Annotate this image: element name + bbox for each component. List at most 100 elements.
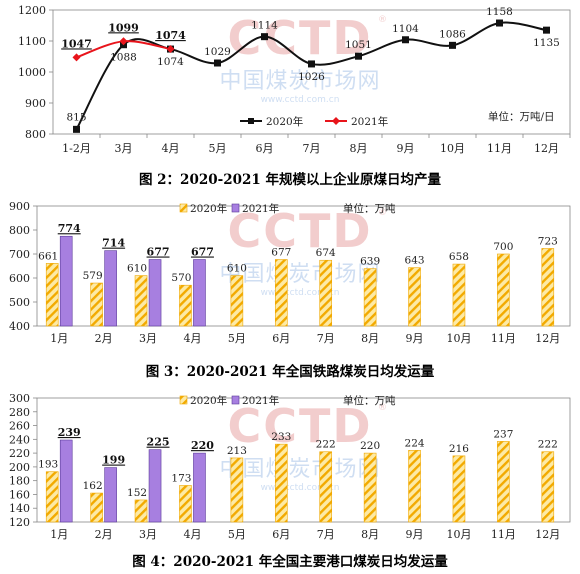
watermark-logo: CCTD: [227, 399, 372, 453]
fig2-data-label-2020: 1135: [533, 37, 560, 49]
figure-4-caption: 图 4：2020-2021 年全国主要港口煤炭日均发运量: [132, 553, 448, 570]
fig2-legend-2020-marker: [248, 118, 254, 124]
watermark-registered: ®: [378, 208, 387, 218]
fig4-bar-2021: [193, 452, 206, 523]
fig2-x-tick-label: 4月: [162, 142, 180, 155]
fig2-data-label-2020: 1104: [392, 23, 419, 35]
fig4-data-label-2020: 213: [227, 445, 247, 457]
fig4-bar-2020: [179, 485, 192, 523]
fig2-point-2020: [402, 36, 409, 44]
fig2-point-2021: [166, 45, 175, 54]
watermark-cn-name: 中国煤炭市场网: [219, 69, 380, 94]
fig2-y-tick-label: 1000: [18, 66, 46, 79]
watermark-logo: CCTD: [227, 204, 372, 258]
fig4-y-tick-label: 220: [9, 447, 30, 460]
fig3-legend-2021-label: 2021年: [242, 202, 279, 215]
fig3-bar-2021: [148, 259, 162, 327]
fig3-data-label-2020: 661: [38, 250, 58, 262]
fig2-legend-2021-label: 2021年: [351, 115, 388, 128]
fig2-x-tick-label: 10月: [440, 142, 465, 155]
fig4-data-label-2020: 222: [316, 439, 336, 451]
figure-3-bar-chart: 400 500 600 700 800 900 CCTD ® 中国煤炭市场网www.cctd.c…: [9, 200, 571, 345]
fig2-point-2020: [449, 41, 456, 49]
fig4-bar-2020: [90, 492, 103, 523]
fig2-point-2020: [496, 19, 503, 27]
fig3-bar-2020: [319, 259, 333, 327]
fig4-bar-2020: [45, 471, 59, 523]
fig4-bar-2021: [104, 467, 117, 523]
watermark-cn-name: 中国煤炭市场网: [219, 457, 380, 482]
fig2-x-tick-label: 5月: [209, 142, 227, 155]
fig3-legend-2020-label: 2020年: [190, 202, 227, 215]
fig4-x-tick-label: 6月: [272, 528, 290, 541]
fig4-x-tick-label: 2月: [95, 528, 113, 541]
fig4-legend-2021-swatch: [231, 395, 240, 405]
fig4-data-label-2021: 220: [191, 439, 214, 452]
fig3-data-label-2020: 579: [83, 270, 103, 282]
fig2-point-2021: [119, 37, 128, 46]
fig4-bar-2020: [408, 450, 421, 523]
watermark-registered: ®: [378, 15, 387, 25]
fig2-legend: 2020年 2021年: [240, 115, 388, 128]
fig2-x-tick-label: 9月: [397, 142, 415, 155]
fig4-bar-2020: [274, 443, 288, 523]
fig4-bar-2021: [148, 449, 162, 523]
watermark-url: www.cctd.com.cn: [261, 95, 340, 105]
fig2-point-2020: [214, 59, 221, 67]
fig2-x-tick-label: 8月: [350, 142, 368, 155]
fig2-y-tick-label: 1100: [18, 35, 46, 48]
fig2-x-tick-label: 7月: [303, 142, 321, 155]
fig4-x-tick-label: 4月: [183, 528, 201, 541]
fig3-data-label-2020: 723: [538, 235, 558, 247]
fig3-data-label-2020: 677: [271, 247, 291, 259]
fig4-y-tick-label: 180: [9, 475, 30, 488]
fig4-legend-2021-label: 2021年: [242, 394, 279, 407]
fig4-data-label-2020: 224: [405, 437, 425, 449]
fig4-legend-2020-swatch: [179, 395, 188, 405]
fig3-bar-2020: [408, 267, 421, 327]
fig3-legend: 2020年 2021年: [179, 202, 279, 215]
fig2-legend-2020-label: 2020年: [266, 115, 303, 128]
fig3-y-tick-label: 700: [9, 248, 30, 261]
fig3-bar-2020: [230, 275, 244, 327]
fig4-bar-2020: [363, 452, 377, 523]
fig3-y-tick-label: 400: [9, 320, 30, 333]
fig4-data-label-2020: 222: [538, 439, 558, 451]
fig4-data-label-2020: 152: [127, 487, 147, 499]
fig3-legend-2020-swatch: [179, 203, 188, 213]
fig3-y-tick-label: 600: [9, 272, 30, 285]
fig3-bar-2021: [193, 259, 206, 327]
fig3-bar-2020: [134, 275, 148, 327]
fig4-legend-2020-label: 2020年: [190, 394, 227, 407]
fig4-x-tick-label: 10月: [446, 528, 471, 541]
fig2-x-tick-label: 12月: [534, 142, 559, 155]
fig4-data-label-2020: 173: [171, 472, 191, 484]
fig2-data-label-2020: 1086: [439, 28, 466, 40]
fig3-data-label-2020: 700: [493, 241, 513, 253]
fig4-data-label-2021: 199: [102, 454, 125, 467]
fig4-x-tick-label: 12月: [535, 528, 560, 541]
figure-2-caption: 图 2：2020-2021 年规模以上企业原煤日均产量: [139, 171, 442, 188]
fig4-bar-2020: [319, 451, 333, 523]
fig4-plot-frame: [36, 397, 571, 523]
fig2-data-label-2020: 1114: [251, 20, 278, 32]
fig2-x-tick-label: 11月: [487, 142, 512, 155]
fig3-bar-2021: [59, 235, 73, 327]
fig3-data-label-2020: 570: [171, 272, 191, 284]
fig4-y-tick-label: 300: [9, 392, 30, 405]
fig4-y-tick-label: 160: [9, 488, 30, 501]
fig3-x-tick-label: 11月: [491, 332, 516, 345]
fig4-data-label-2020: 220: [360, 440, 380, 452]
fig3-bar-2020: [274, 259, 288, 327]
fig4-x-tick-label: 1月: [50, 528, 68, 541]
fig2-unit-label: 单位：万吨/日: [488, 110, 555, 123]
fig2-data-label-2021: 1099: [108, 21, 139, 34]
fig2-point-2020: [543, 26, 550, 34]
fig3-legend-2021-swatch: [231, 203, 240, 213]
fig2-y-tick-label: 900: [25, 97, 46, 110]
fig3-data-label-2021: 714: [102, 237, 125, 250]
fig3-bar-2020: [179, 284, 192, 327]
fig4-y-tick-label: 140: [9, 502, 30, 515]
